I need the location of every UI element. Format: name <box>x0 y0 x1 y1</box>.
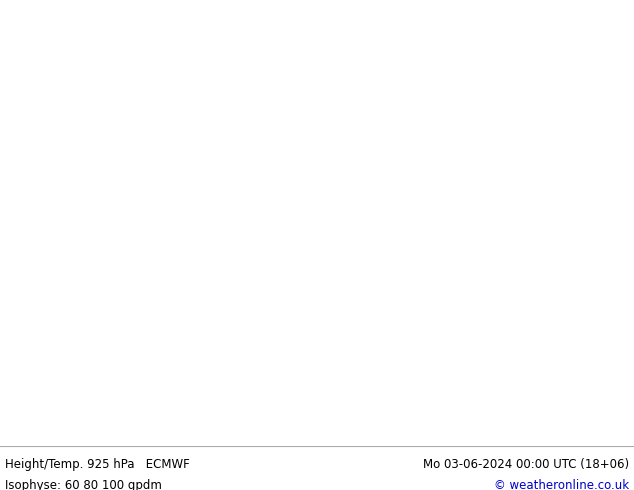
Text: Mo 03-06-2024 00:00 UTC (18+06): Mo 03-06-2024 00:00 UTC (18+06) <box>423 458 629 471</box>
Text: © weatheronline.co.uk: © weatheronline.co.uk <box>494 479 629 490</box>
Text: Isophyse: 60 80 100 gpdm: Isophyse: 60 80 100 gpdm <box>5 479 162 490</box>
Text: Height/Temp. 925 hPa   ECMWF: Height/Temp. 925 hPa ECMWF <box>5 458 190 471</box>
